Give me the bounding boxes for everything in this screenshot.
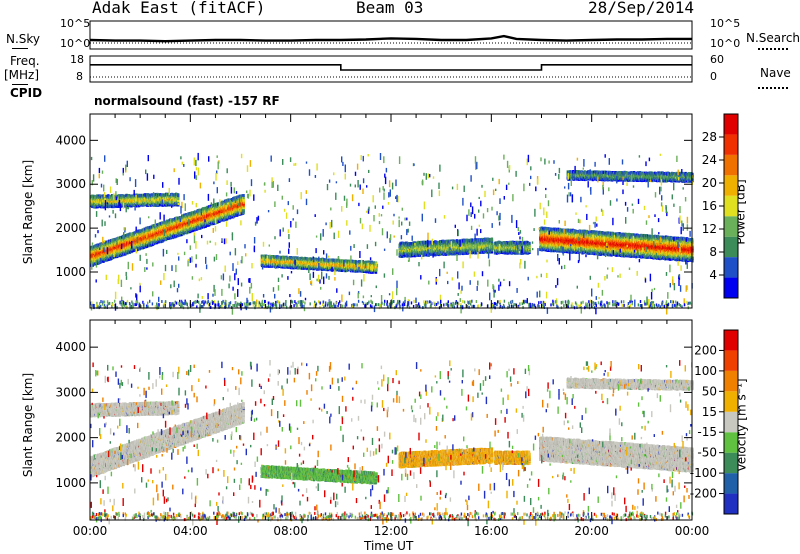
rti-plot-canvas: 1000200030004000100020003000400000:00 04:…	[0, 0, 800, 554]
